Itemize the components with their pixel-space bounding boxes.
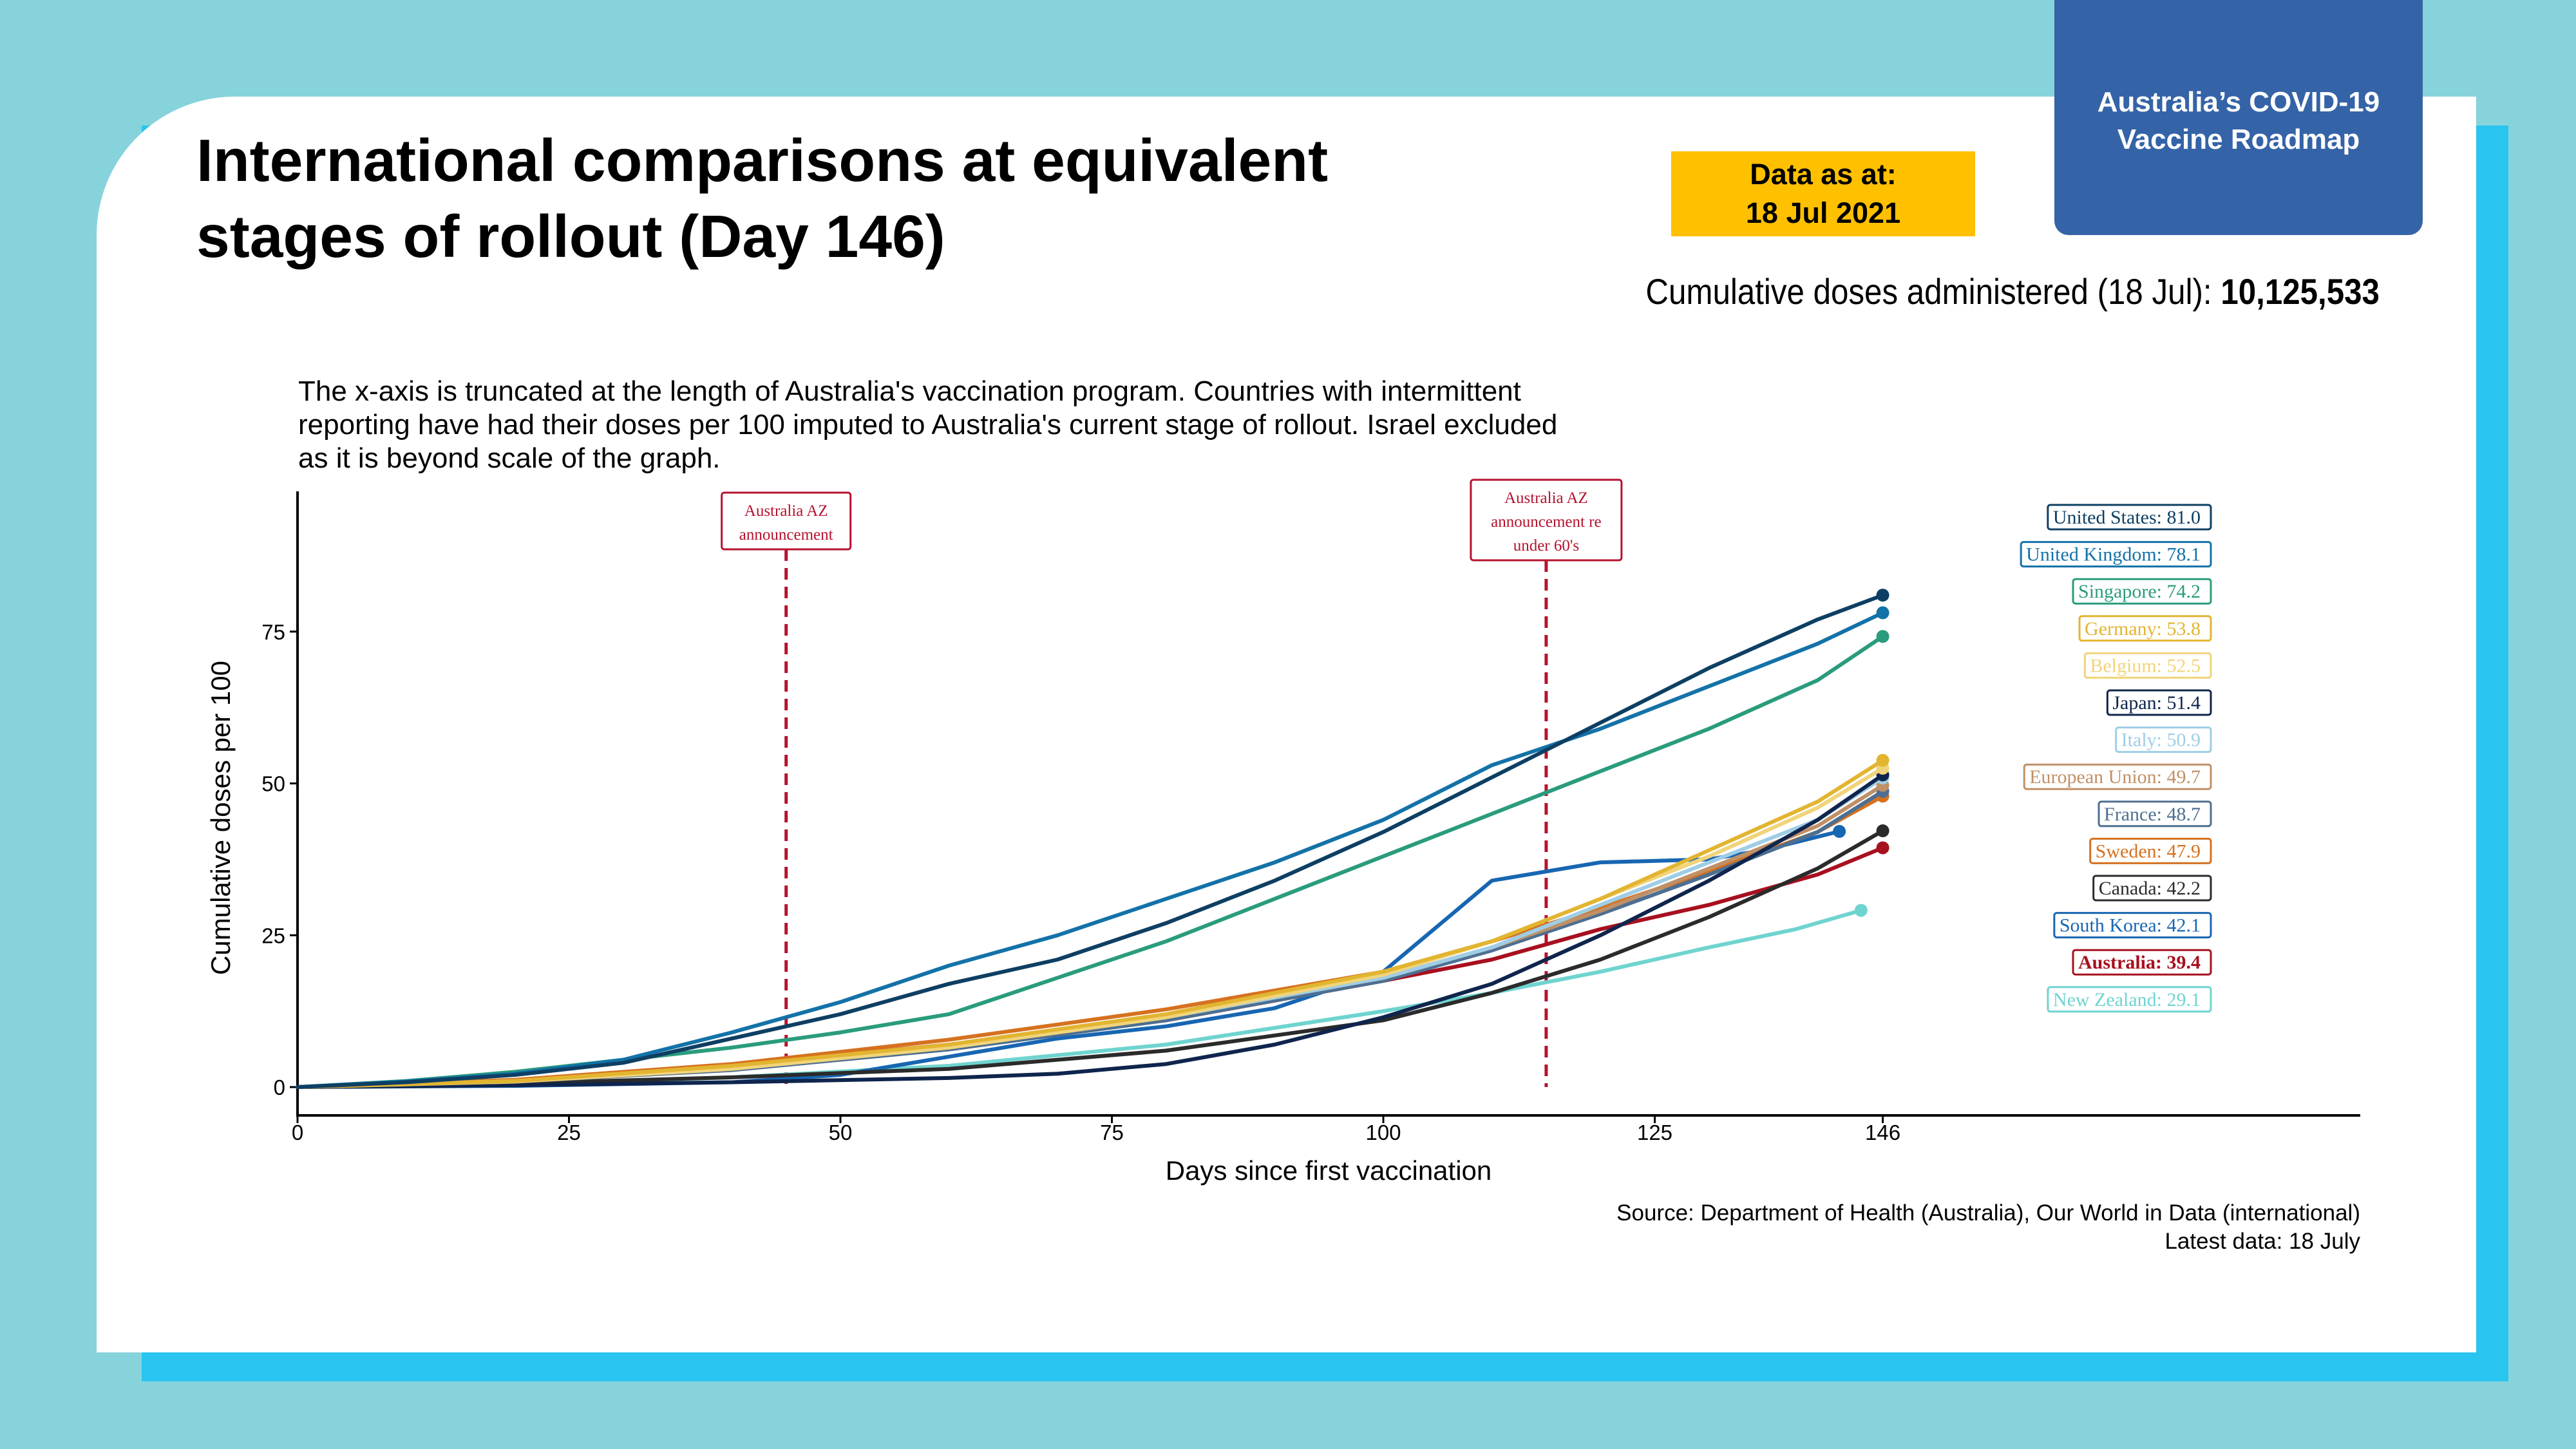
series-line-germany <box>296 758 1885 1089</box>
y-tick-label: 50 <box>261 772 285 796</box>
x-tick-label: 50 <box>829 1121 853 1144</box>
content-card <box>97 97 2476 1352</box>
legend-label: South Korea: 42.1 <box>2060 915 2201 936</box>
series-end-point <box>1876 606 1889 620</box>
legend-label: United Kingdom: 78.1 <box>2026 544 2201 565</box>
legend-box <box>2072 949 2212 976</box>
announcement-box <box>1470 478 1623 562</box>
y-axis-title: Cumulative doses per 100 <box>205 661 236 975</box>
legend-label: Germany: 53.8 <box>2085 618 2201 639</box>
series-line-united-states <box>296 593 1885 1089</box>
cumulative-label: Cumulative doses administered (18 Jul): <box>1645 271 2212 312</box>
chart-series <box>296 589 1889 1089</box>
cumulative-doses-summary: Cumulative doses administered (18 Jul): … <box>1645 270 2380 312</box>
series-end-point <box>1876 753 1889 767</box>
brand-line-1: Australia’s COVID-19 <box>2097 86 2380 118</box>
note-line-3: as it is beyond scale of the graph. <box>298 442 721 474</box>
brand-badge: Australia’s COVID-19 Vaccine Roadmap <box>2054 0 2423 235</box>
legend-label: Singapore: 74.2 <box>2078 581 2201 602</box>
x-tick-label: 125 <box>1637 1121 1672 1144</box>
announcement-label: announcement <box>739 526 833 544</box>
legend-label: United States: 81.0 <box>2053 507 2201 528</box>
series-line-canada <box>296 829 1885 1089</box>
series-end-point <box>1833 824 1846 838</box>
series-line-new-zealand <box>296 908 1863 1089</box>
brand-line-2: Vaccine Roadmap <box>2117 123 2360 155</box>
cumulative-value: 10,125,533 <box>2221 271 2380 312</box>
y-tick-label: 25 <box>261 923 285 947</box>
date-box-label: Data as at: <box>1750 158 1897 191</box>
legend-label: Japan: 51.4 <box>2112 692 2201 714</box>
x-tick-label: 100 <box>1365 1121 1401 1144</box>
series-end-point <box>1876 589 1889 602</box>
legend-box <box>2078 615 2212 642</box>
series-end-point <box>1876 630 1889 643</box>
series-line-european-union <box>296 783 1885 1089</box>
legend-box <box>2083 652 2212 679</box>
announcement-label: Australia AZ <box>744 502 828 520</box>
announcement-label: announcement re <box>1491 513 1601 531</box>
legend-box <box>2020 541 2212 568</box>
series-line-belgium <box>296 766 1885 1089</box>
source-line-2: Latest data: 18 July <box>2164 1229 2360 1254</box>
series-line-united-kingdom <box>296 611 1885 1089</box>
note-line-2: reporting have had their doses per 100 i… <box>298 409 1558 440</box>
note-line-1: The x-axis is truncated at the length of… <box>298 375 1521 407</box>
y-tick-label: 75 <box>261 620 285 644</box>
series-end-point <box>1876 841 1889 855</box>
legend-box <box>2047 986 2212 1013</box>
legend-label: New Zealand: 29.1 <box>2053 989 2201 1010</box>
x-tick-label: 75 <box>1100 1121 1124 1144</box>
x-axis-title: Days since first vaccination <box>1166 1155 1492 1186</box>
legend-box <box>2053 912 2212 939</box>
chart-axes: 0 25 50 75 100 125 146 0 25 50 75 Days since first… <box>205 491 2360 1186</box>
legend-box <box>2098 800 2212 828</box>
chart-legend: United States: 81.0 United Kingdom: 78.1 S… <box>2020 504 2212 1013</box>
legend-label: France: 48.7 <box>2104 804 2201 825</box>
legend-label: Belgium: 52.5 <box>2090 655 2201 676</box>
title-line-2: stages of rollout (Day 146) <box>196 203 945 270</box>
legend-box <box>2106 689 2212 716</box>
series-line-south-korea <box>296 829 1842 1089</box>
legend-label: European Union: 49.7 <box>2029 766 2201 788</box>
series-line-italy <box>296 776 1885 1089</box>
legend-label: Australia: 39.4 <box>2078 952 2201 973</box>
announcement-label: Australia AZ <box>1504 489 1588 507</box>
series-end-point <box>1876 824 1889 838</box>
legend-label: Italy: 50.9 <box>2121 730 2201 751</box>
legend-box <box>2092 875 2212 902</box>
x-tick-label: 146 <box>1865 1121 1900 1144</box>
legend-box <box>2089 837 2212 864</box>
page-title: International comparisons at equivalent … <box>196 122 1678 274</box>
legend-box <box>2115 726 2212 753</box>
legend-box <box>2072 578 2212 605</box>
x-tick-label: 0 <box>292 1121 303 1144</box>
announcement-label: under 60's <box>1513 537 1579 554</box>
legend-label: Sweden: 47.9 <box>2096 840 2201 862</box>
series-line-japan <box>296 773 1885 1089</box>
legend-box <box>2023 763 2212 790</box>
chart-note: The x-axis is truncated at the length of… <box>298 375 1651 475</box>
date-box-value: 18 Jul 2021 <box>1745 196 1901 229</box>
legend-label: Canada: 42.2 <box>2099 878 2201 899</box>
data-date-badge: Data as at: 18 Jul 2021 <box>1671 151 1975 236</box>
announcement-annotations: Australia AZ announcement Australia AZ anno… <box>721 478 1623 1087</box>
announcement-box <box>721 491 852 551</box>
series-line-france <box>296 789 1885 1089</box>
x-tick-label: 25 <box>557 1121 581 1144</box>
series-end-point <box>1854 904 1868 917</box>
source-line-1: Source: Department of Health (Australia)… <box>1616 1200 2360 1226</box>
source-note: Source: Department of Health (Australia)… <box>1616 1199 2360 1256</box>
title-line-1: International comparisons at equivalent <box>196 127 1329 194</box>
legend-box <box>2047 504 2212 531</box>
y-tick-label: 0 <box>274 1075 285 1099</box>
